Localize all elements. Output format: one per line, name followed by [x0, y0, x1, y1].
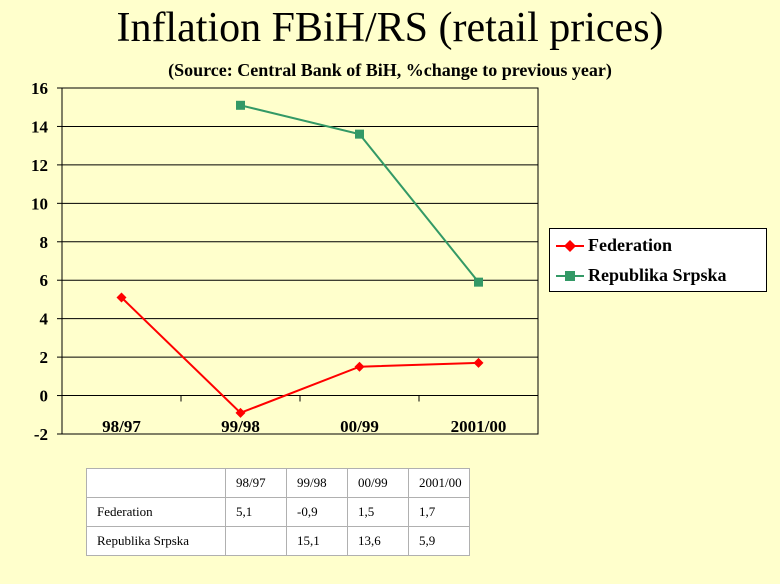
table-cell: 1,7	[408, 497, 470, 527]
legend-item-republika-srpska: Republika Srpska	[550, 261, 766, 291]
table-cell	[225, 526, 287, 556]
table-header-row: 98/97 99/98 00/99 2001/00	[86, 468, 470, 498]
table-cell: -0,9	[286, 497, 348, 527]
square-marker-icon	[565, 271, 575, 281]
legend-label-republika-srpska: Republika Srpska	[588, 265, 727, 285]
y-tick-label: 14	[31, 117, 49, 136]
legend-label-federation: Federation	[588, 235, 672, 255]
legend: Federation Republika Srpska	[549, 228, 767, 292]
y-tick-label: 8	[40, 233, 49, 252]
data-point-republika-srpska	[236, 100, 245, 110]
series-line-federation	[120, 296, 479, 415]
y-tick-label: 2	[40, 348, 49, 367]
x-tick-label: 2001/00	[451, 417, 507, 436]
table-header-cell: 98/97	[225, 468, 287, 498]
table-row: Republika Srpska 15,1 13,6 5,9	[86, 526, 470, 556]
x-tick-label: 98/97	[102, 417, 141, 436]
table-header-cell: 2001/00	[408, 468, 470, 498]
axes	[57, 87, 538, 435]
y-tick-label: 16	[31, 79, 48, 98]
data-point-federation	[116, 292, 127, 303]
table-cell: 1,5	[347, 497, 409, 527]
table-header-cell: 00/99	[347, 468, 409, 498]
y-tick-label: 0	[40, 387, 49, 406]
table-header-cell: 99/98	[286, 468, 348, 498]
chart-title: Inflation FBiH/RS (retail prices)	[116, 5, 664, 51]
table-cell: 5,1	[225, 497, 287, 527]
diamond-marker-icon	[564, 240, 576, 252]
data-point-federation	[473, 357, 484, 368]
data-point-federation	[235, 407, 246, 418]
x-tick-label: 00/99	[340, 417, 379, 436]
table-row-label: Federation	[86, 497, 226, 527]
table-cell: 15,1	[286, 526, 348, 556]
table-cell: 13,6	[347, 526, 409, 556]
line-chart: 16 14 12 10 8 6 4 2 0 -2 98/97 99/98 00/99 2001/00	[31, 79, 539, 444]
data-point-federation	[354, 361, 365, 372]
tick-labels: 16 14 12 10 8 6 4 2 0 -2 98/97 99/98 00/99 2001/00	[31, 79, 506, 444]
y-tick-label: -2	[34, 425, 48, 444]
table-cell: 5,9	[408, 526, 470, 556]
x-tick-label: 99/98	[221, 417, 260, 436]
y-tick-label: 12	[31, 156, 48, 175]
y-tick-label: 10	[31, 194, 48, 213]
data-point-republika-srpska	[355, 129, 364, 139]
plot-area	[61, 87, 539, 435]
chart-subtitle: (Source: Central Bank of BiH, %change to…	[168, 60, 612, 80]
data-point-republika-srpska	[474, 277, 483, 287]
table-row-label: Republika Srpska	[86, 526, 226, 556]
table-row: Federation 5,1 -0,9 1,5 1,7	[86, 497, 470, 527]
data-table: 98/97 99/98 00/99 2001/00 Federation 5,1…	[86, 468, 470, 556]
y-tick-label: 6	[40, 271, 49, 290]
series-group	[116, 100, 484, 418]
y-tick-label: 4	[40, 310, 49, 329]
legend-item-federation: Federation	[550, 231, 766, 261]
table-corner-cell	[86, 468, 226, 498]
